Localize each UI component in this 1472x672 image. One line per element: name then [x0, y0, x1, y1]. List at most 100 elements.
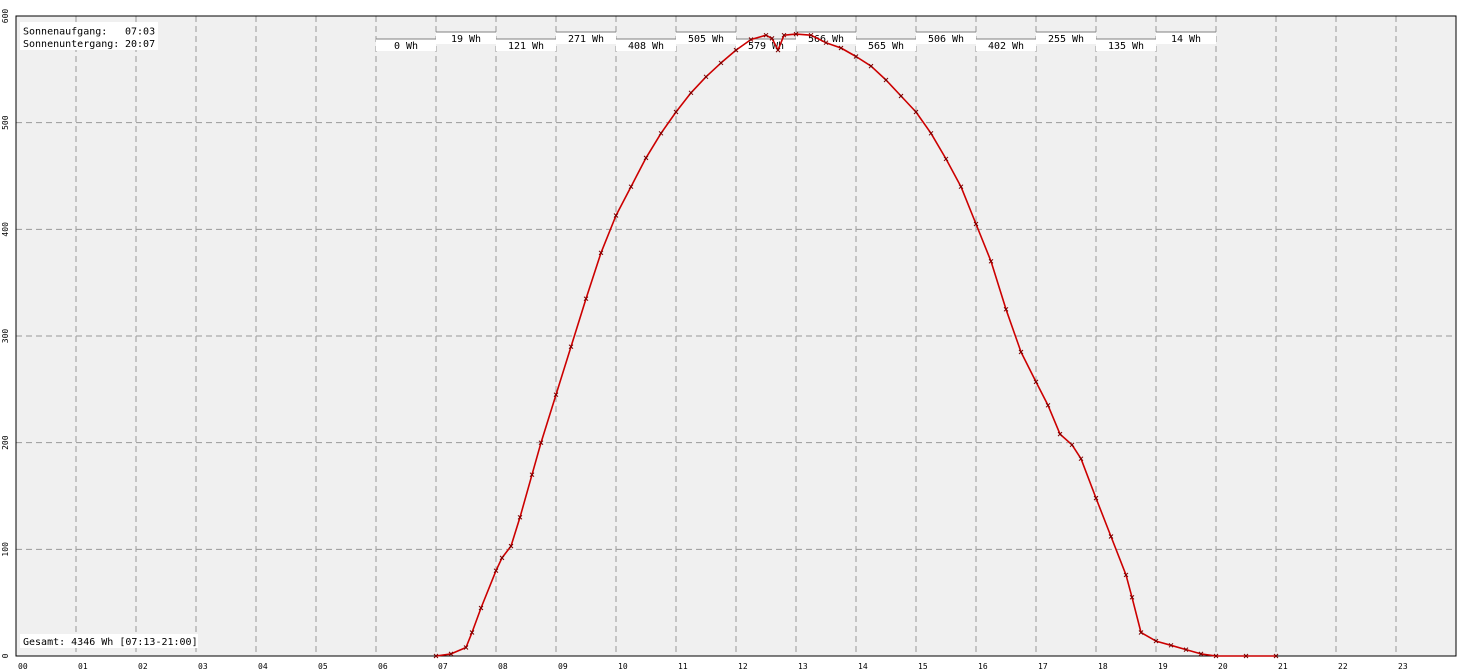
power-point: [748, 37, 754, 42]
power-point: [553, 392, 559, 398]
y-tick-label: 400: [1, 222, 10, 237]
hourly-energy-background: [1036, 32, 1096, 44]
power-point: [1078, 456, 1084, 462]
x-tick-label: 00: [18, 662, 28, 671]
power-point: [1129, 594, 1135, 600]
x-tick-label: 15: [918, 662, 928, 671]
power-point: [769, 36, 775, 41]
power-point: [823, 40, 829, 46]
power-point: [733, 47, 739, 53]
x-tick-label: 04: [258, 662, 268, 671]
x-tick-label: 13: [798, 662, 808, 671]
hourly-energy-label: 402 Wh: [988, 41, 1024, 52]
power-point: [1057, 431, 1063, 437]
power-point: [688, 90, 694, 96]
plot-border: [15, 15, 1457, 657]
y-axis-ticks: 0 100 200 300 400 500 600: [1, 9, 10, 659]
hourly-energy-label: 505 Wh: [688, 34, 724, 45]
x-tick-label: 12: [738, 662, 748, 671]
power-point: [853, 54, 859, 59]
power-point: [529, 472, 535, 478]
power-line: [435, 33, 1276, 657]
x-tick-label: 23: [1398, 662, 1408, 671]
x-tick-label: 05: [318, 662, 328, 671]
power-point: [1168, 642, 1174, 648]
hourly-energy-label: 19 Wh: [451, 34, 481, 45]
hourly-energy-background: [376, 39, 436, 51]
power-point: [1198, 651, 1204, 657]
power-point: [1123, 572, 1129, 578]
x-tick-label: 07: [438, 662, 448, 671]
grid: [16, 15, 1456, 656]
power-point: [868, 63, 874, 69]
hourly-energy-label: 0 Wh: [394, 41, 418, 52]
power-point: [838, 45, 844, 51]
power-point: [1153, 638, 1159, 644]
power-point: [568, 344, 574, 350]
hourly-energy-label: 579 Wh: [748, 41, 784, 52]
power-point: [883, 77, 889, 83]
hourly-energy-label: 271 Wh: [568, 34, 604, 45]
x-tick-label: 16: [978, 662, 988, 671]
power-point: [718, 60, 724, 66]
hourly-energy-label: 408 Wh: [628, 41, 664, 52]
total-box: Gesamt: 4346 Wh [07:13-21:00]: [20, 634, 198, 648]
power-point: [613, 213, 619, 218]
x-tick-label: 11: [678, 662, 688, 671]
hourly-energy-label: 566 Wh: [808, 34, 844, 45]
x-tick-label: 08: [498, 662, 508, 671]
x-tick-label: 10: [618, 662, 628, 671]
hourly-energy-label: 565 Wh: [868, 41, 904, 52]
hourly-energy-label: 506 Wh: [928, 34, 964, 45]
power-point: [781, 32, 787, 38]
x-tick-label: 01: [78, 662, 88, 671]
x-tick-label: 06: [378, 662, 388, 671]
power-point: [1183, 647, 1189, 652]
sunrise-label: Sonnenaufgang:: [23, 27, 107, 38]
hourly-energy-label: 121 Wh: [508, 41, 544, 52]
power-point: [469, 630, 475, 635]
power-point: [898, 93, 904, 99]
sun-times-box: Sonnenaufgang: 07:03 Sonnenuntergang: 20…: [20, 22, 158, 50]
total-background: [20, 634, 198, 648]
power-point: [913, 109, 919, 115]
hourly-energy-background: [856, 39, 916, 51]
hourly-energy-background: [1156, 32, 1216, 44]
power-point: [1045, 402, 1051, 408]
power-series: [433, 31, 1279, 659]
power-point: [583, 296, 589, 302]
power-point: [775, 47, 781, 53]
hourly-energy-background: [676, 32, 736, 44]
hourly-energy-background: [1096, 39, 1156, 51]
power-point: [1108, 534, 1114, 539]
y-tick-label: 200: [1, 435, 10, 450]
x-tick-label: 03: [198, 662, 208, 671]
power-point: [793, 31, 799, 37]
power-point: [1033, 379, 1039, 385]
hourly-energy-background: [916, 32, 976, 44]
power-point: [703, 74, 709, 80]
hourly-energy-background: [556, 32, 616, 44]
power-point: [1213, 653, 1219, 659]
power-point: [499, 555, 505, 561]
power-point: [973, 221, 979, 227]
sun-times-background: [20, 22, 158, 50]
x-tick-label: 22: [1338, 662, 1348, 671]
sunset-time: 20:07: [125, 39, 155, 50]
power-point: [538, 440, 544, 446]
power-point: [478, 605, 484, 611]
x-tick-label: 02: [138, 662, 148, 671]
hourly-energy-background: [976, 39, 1036, 51]
power-point: [1093, 495, 1099, 501]
power-point: [643, 155, 649, 161]
x-tick-label: 20: [1218, 662, 1228, 671]
power-point: [958, 184, 964, 190]
power-point: [673, 109, 679, 115]
power-point: [658, 130, 664, 136]
y-tick-label: 100: [1, 542, 10, 557]
power-point: [517, 514, 523, 520]
power-point: [763, 32, 769, 38]
x-tick-label: 21: [1278, 662, 1288, 671]
sunset-label: Sonnenuntergang:: [23, 39, 119, 50]
